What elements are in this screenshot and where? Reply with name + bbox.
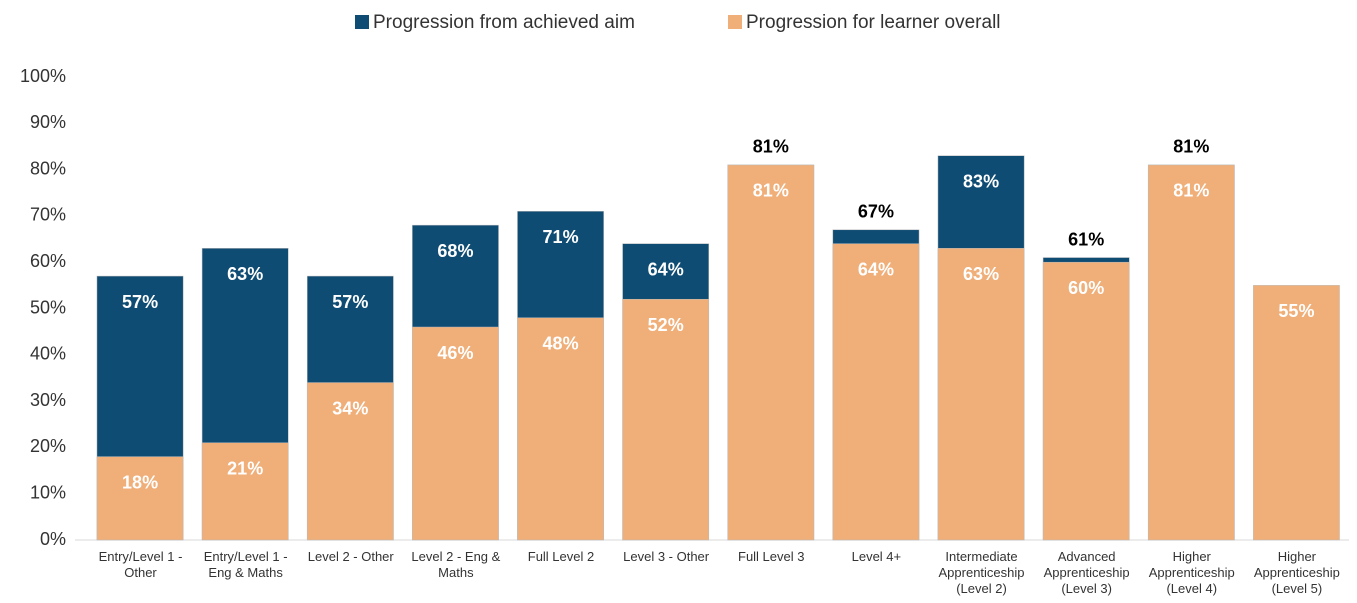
data-label: 67%	[858, 202, 894, 222]
bar	[727, 164, 815, 541]
x-tick-label: Entry/Level 1 - Other	[98, 549, 183, 580]
data-label: 18%	[122, 472, 158, 492]
x-tick-label: Higher Apprenticeship (Level 5)	[1253, 549, 1340, 596]
y-tick-label: 50%	[30, 297, 66, 317]
bar	[412, 326, 499, 541]
legend-swatch	[728, 15, 742, 29]
bar	[1253, 285, 1340, 541]
legend-label: Progression for learner overall	[746, 12, 1001, 33]
x-tick-label: Level 2 - Eng & Maths	[411, 549, 501, 580]
legend-label: Progression from achieved aim	[373, 12, 635, 33]
data-label: 63%	[963, 264, 999, 284]
bar	[1147, 164, 1235, 541]
y-tick-label: 0%	[40, 529, 66, 549]
data-label: 21%	[227, 459, 263, 479]
y-tick-label: 30%	[30, 390, 66, 410]
data-label: 60%	[1068, 278, 1104, 298]
data-label: 81%	[753, 181, 789, 201]
x-tick-label: Full Level 3	[738, 549, 805, 564]
data-label: 52%	[648, 315, 684, 335]
x-tick-label: Level 2 - Other	[307, 549, 394, 564]
x-tick-label: Intermediate Apprenticeship (Level 2)	[938, 549, 1025, 596]
x-tick-label: Higher Apprenticeship (Level 4)	[1148, 549, 1235, 596]
data-label: 48%	[543, 334, 579, 354]
bar	[96, 456, 184, 541]
data-label: 57%	[122, 292, 158, 312]
data-label: 68%	[437, 241, 473, 261]
data-label: 57%	[332, 292, 368, 312]
data-label: 81%	[1173, 137, 1209, 157]
legend-swatch	[355, 15, 369, 29]
y-tick-label: 100%	[20, 66, 66, 86]
y-tick-label: 70%	[30, 205, 66, 225]
x-tick-label: Full Level 2	[527, 549, 595, 564]
data-label: 71%	[543, 227, 579, 247]
data-label: 83%	[963, 171, 999, 191]
y-tick-label: 40%	[30, 344, 66, 364]
data-label: 81%	[753, 137, 789, 157]
bar	[517, 317, 604, 541]
bar	[201, 442, 289, 541]
y-tick-label: 20%	[30, 436, 66, 456]
data-label: 46%	[437, 343, 473, 363]
y-tick-label: 80%	[30, 158, 66, 178]
bar	[1042, 261, 1130, 541]
y-tick-label: 10%	[30, 482, 66, 502]
data-label: 64%	[858, 259, 894, 279]
data-label: 34%	[332, 398, 368, 418]
bar	[622, 298, 710, 541]
bar	[937, 248, 1025, 541]
bar	[832, 243, 920, 541]
x-tick-label: Level 3 - Other	[623, 549, 710, 564]
y-tick-label: 90%	[30, 112, 66, 132]
data-label: 81%	[1173, 181, 1209, 201]
data-label: 63%	[227, 264, 263, 284]
x-tick-label: Advanced Apprenticeship (Level 3)	[1043, 549, 1130, 596]
data-label: 55%	[1278, 301, 1314, 321]
bar	[306, 382, 394, 541]
data-label: 61%	[1068, 229, 1104, 249]
x-tick-label: Entry/Level 1 - Eng & Maths	[203, 549, 288, 580]
x-tick-label: Level 4+	[851, 549, 902, 564]
y-tick-label: 60%	[30, 251, 66, 271]
data-label: 64%	[648, 259, 684, 279]
